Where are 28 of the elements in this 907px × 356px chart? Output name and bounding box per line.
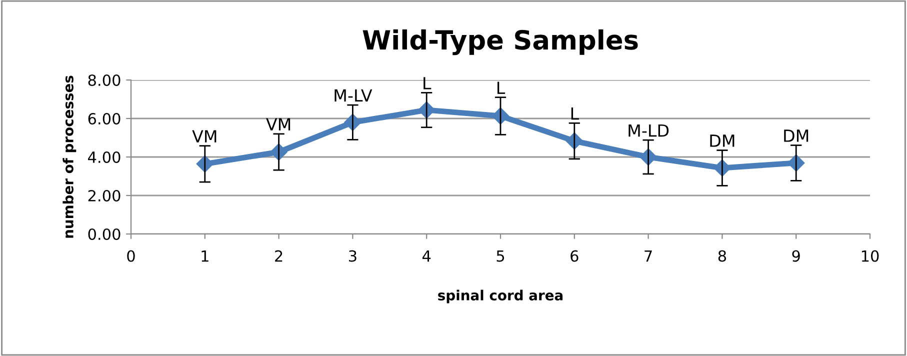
y-tick-label: 4.00 (88, 151, 120, 164)
x-axis-title: spinal cord area (438, 290, 563, 304)
x-tick-label: 0 (127, 250, 135, 262)
chart-title: Wild-Type Samples (362, 29, 638, 56)
x-tick-label: 9 (792, 250, 800, 262)
annotation: VM (192, 130, 216, 142)
x-tick-label: 10 (862, 250, 879, 262)
annotation: M-LV (334, 89, 372, 102)
x-tick-label: 5 (496, 250, 504, 262)
y-tick-label: 6.00 (88, 112, 120, 125)
y-tick-label: 0.00 (88, 228, 120, 240)
annotation: L (424, 77, 432, 90)
x-tick-label: 2 (275, 250, 282, 262)
x-tick-label: 8 (718, 250, 726, 262)
y-tick-label: 2.00 (88, 190, 120, 202)
annotation: L (497, 82, 506, 94)
annotation: VM (266, 118, 290, 130)
y-tick-label: 8.00 (88, 74, 120, 86)
x-tick-label: 7 (644, 250, 652, 262)
annotation: DM (710, 134, 734, 147)
x-tick-label: 4 (422, 250, 431, 262)
x-tick-label: 1 (202, 250, 208, 262)
x-tick-label: 6 (570, 250, 578, 262)
y-axis-title: number of processes (62, 76, 76, 238)
x-tick-label: 3 (349, 250, 356, 262)
annotation: M-LD (628, 124, 669, 137)
annotation: DM (784, 130, 808, 142)
annotation: L (571, 108, 579, 120)
